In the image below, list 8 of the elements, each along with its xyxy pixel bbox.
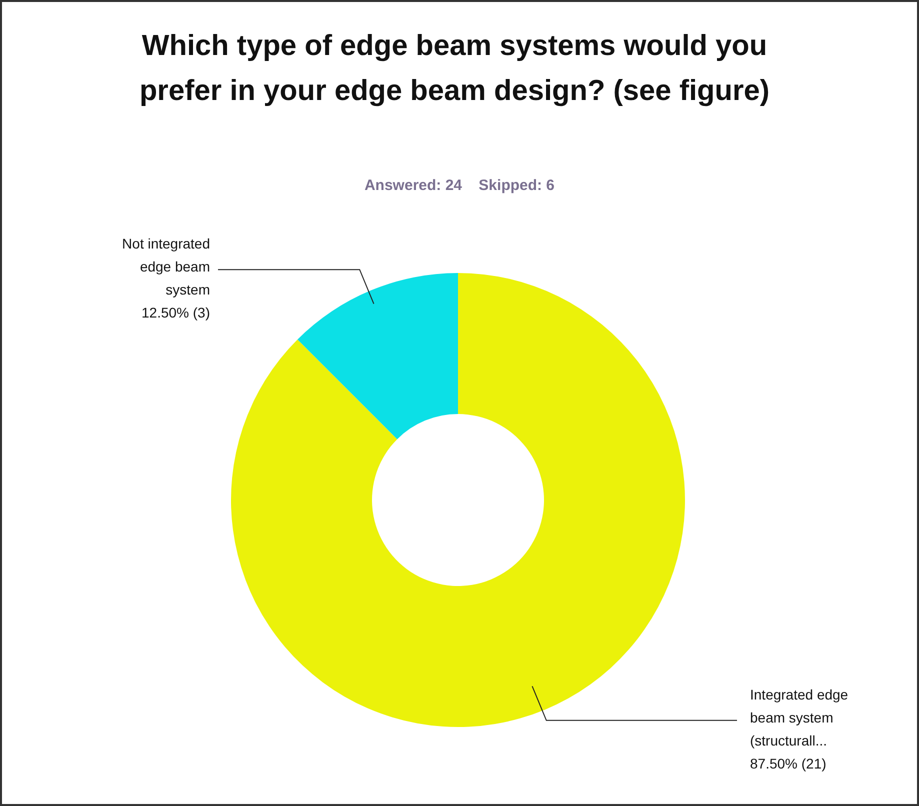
data-label: 12.50% (3) <box>142 304 210 321</box>
data-label: 87.50% (21) <box>750 755 826 772</box>
slice-label: Integrated edge beam system (structurall... <box>750 686 848 748</box>
donut-slice <box>297 273 458 440</box>
chart-title: Which type of edge beam systems would you prefer in your edge beam design? (see figure) <box>138 29 771 109</box>
chart-subtitle: Answered: 24 Skipped: 6 <box>363 177 556 194</box>
slice-label: Not integrated edge beam system <box>122 236 210 298</box>
donut-slice <box>231 273 685 727</box>
